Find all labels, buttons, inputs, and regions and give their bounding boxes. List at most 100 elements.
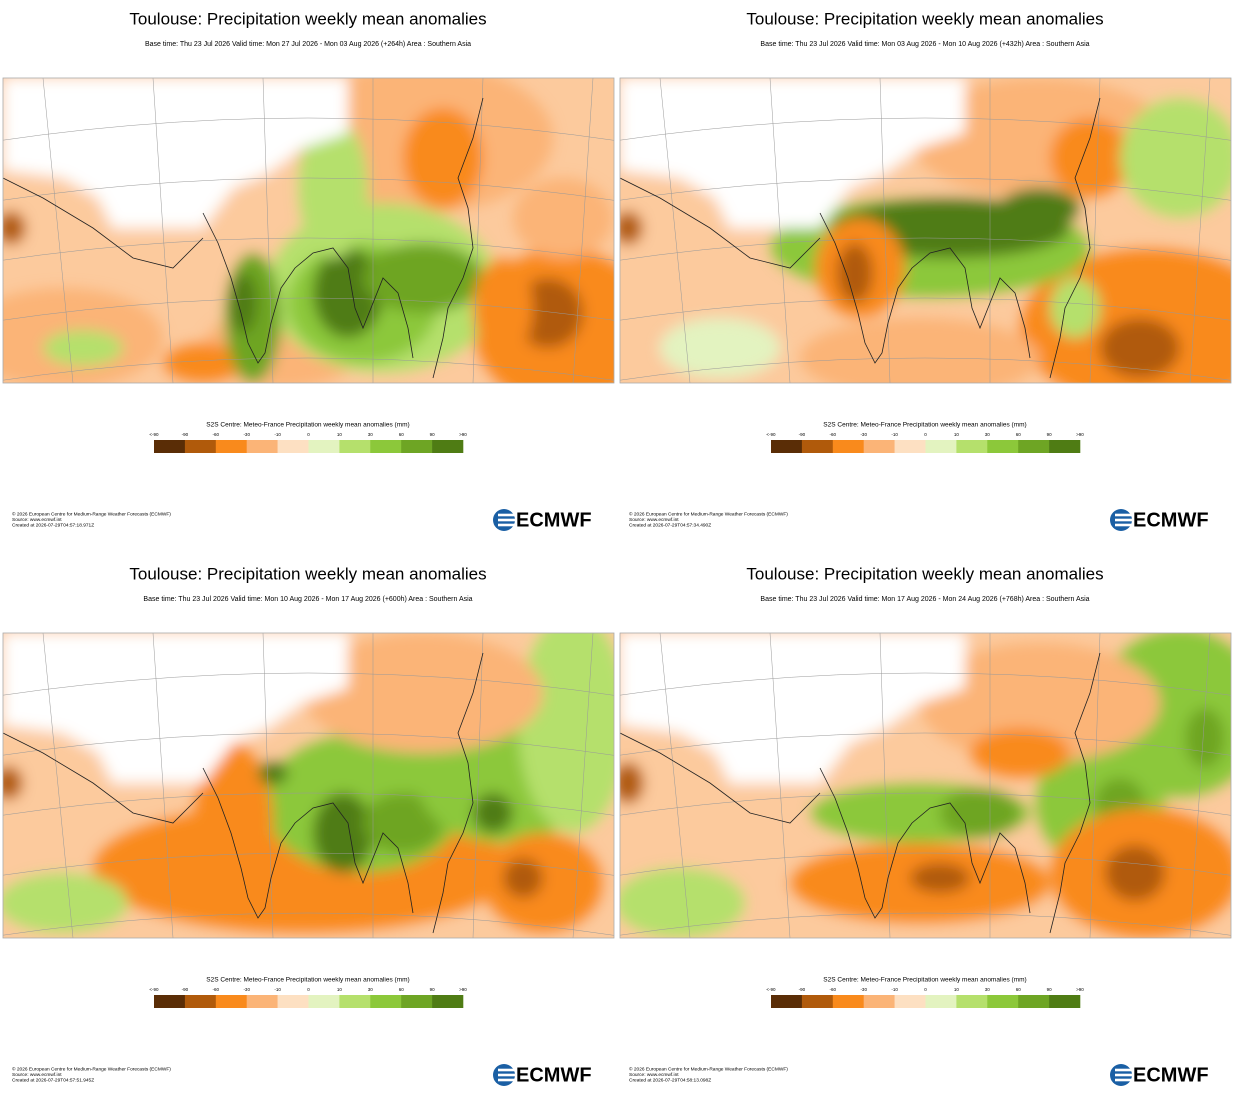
logo-stripe: [1115, 518, 1135, 522]
graticule: [262, 633, 274, 938]
colorbar-label: -10: [891, 987, 898, 992]
graticule: [42, 78, 74, 383]
map: [3, 78, 614, 383]
colorbar-label: 0: [307, 987, 310, 992]
no-data-area: [3, 633, 348, 783]
coastline: [620, 177, 821, 269]
logo: ECMWF: [1110, 1064, 1209, 1086]
colorbar-title: S2S Centre: Meteo-France Precipitation w…: [206, 422, 409, 429]
footer-text: Source: www.ecmwf.int: [12, 1072, 62, 1078]
graticule: [769, 78, 791, 383]
graticule: [3, 237, 614, 261]
coastline: [1049, 97, 1101, 379]
anomaly-area: [837, 243, 873, 303]
graticule: [620, 852, 1231, 876]
anomaly-area: [620, 868, 745, 938]
graticule: [152, 633, 174, 938]
graticule: [769, 633, 791, 938]
graticule: [3, 852, 614, 876]
coastline: [202, 767, 414, 919]
graticule: [3, 912, 614, 936]
anomaly-area: [363, 793, 443, 853]
logo-text: ECMWF: [1133, 509, 1209, 531]
colorbar-label: -10: [274, 987, 281, 992]
map-frame: [2, 77, 615, 384]
anomaly-area: [473, 258, 533, 358]
footer-text: Created at 2026-07-29T04:58:13.098Z: [629, 1077, 711, 1083]
colorbar-label: 0: [307, 432, 310, 437]
colorbar-label: -10: [274, 432, 281, 437]
footer-text: © 2026 European Centre for Medium-Range …: [12, 1065, 171, 1072]
anomaly-area: [193, 743, 273, 903]
footer-text: Source: www.ecmwf.int: [629, 517, 679, 523]
graticule: [620, 117, 1231, 141]
colorbar-swatch: [987, 995, 1019, 1008]
colorbar-label: -90: [799, 432, 806, 437]
logo-text: ECMWF: [516, 509, 592, 531]
colorbar-swatch: [1018, 440, 1050, 453]
anomaly-area: [229, 273, 257, 333]
graticule: [620, 237, 1231, 261]
footer-text: Created at 2026-07-29T04:57:18.971Z: [12, 522, 94, 528]
colorbar-swatch: [154, 440, 186, 453]
colorbar-swatch: [401, 995, 433, 1008]
graticule: [620, 357, 1231, 381]
graticule: [3, 732, 614, 756]
panel-title: Toulouse: Precipitation weekly mean anom…: [746, 9, 1103, 28]
coastline: [3, 177, 204, 269]
colorbar-swatch: [246, 440, 278, 453]
logo-stripe: [1115, 513, 1135, 517]
anomaly-area: [620, 212, 642, 244]
colorbar-swatch: [246, 995, 278, 1008]
colorbar-label: 10: [337, 987, 343, 992]
colorbar-swatch: [1049, 440, 1081, 453]
colorbar-label: 30: [368, 432, 374, 437]
logo-stripe: [498, 523, 518, 527]
graticule: [620, 912, 1231, 936]
panel-title: Toulouse: Precipitation weekly mean anom…: [746, 564, 1103, 583]
colorbar-label: -60: [830, 987, 837, 992]
anomaly-area: [1000, 188, 1080, 228]
coastline: [432, 652, 484, 934]
map-frame: [619, 632, 1232, 939]
no-data-area: [620, 78, 965, 228]
logo-stripe: [1115, 1073, 1135, 1077]
anomaly-field: [620, 78, 1231, 383]
panel-title: Toulouse: Precipitation weekly mean anom…: [129, 9, 486, 28]
logo-stripe: [1115, 1078, 1135, 1082]
map-frame: [619, 77, 1232, 384]
anomaly-area: [313, 793, 373, 873]
anomaly-field: [3, 633, 614, 938]
colorbar-swatch: [184, 440, 217, 453]
panel-subtitle: Base time: Thu 23 Jul 2026 Valid time: M…: [760, 596, 1089, 603]
colorbar-label: >90: [459, 432, 467, 437]
colorbar-label: >90: [459, 987, 467, 992]
colorbar-label: <-90: [149, 432, 159, 437]
colorbar-label: 60: [399, 432, 405, 437]
colorbar-label: -30: [860, 432, 867, 437]
panel-subtitle: Base time: Thu 23 Jul 2026 Valid time: M…: [143, 596, 472, 603]
anomaly-area: [473, 793, 513, 833]
anomaly-area: [910, 863, 970, 893]
logo: ECMWF: [1110, 509, 1209, 531]
graticule: [1089, 78, 1101, 383]
map-frame: [2, 632, 615, 939]
coastline: [202, 212, 414, 364]
map: [620, 633, 1231, 938]
anomaly-area: [43, 330, 123, 366]
coastline: [1049, 652, 1101, 934]
anomaly-area: [513, 178, 613, 258]
colorbar-label: -90: [799, 987, 806, 992]
anomaly-area: [163, 343, 243, 383]
colorbar-swatch: [863, 440, 895, 453]
coastline: [432, 97, 484, 379]
colorbar-swatch: [894, 995, 926, 1008]
colorbar-swatch: [308, 995, 340, 1008]
colorbar-swatch: [956, 440, 988, 453]
footer-text: © 2026 European Centre for Medium-Range …: [629, 510, 788, 517]
colorbar-label: 90: [1047, 987, 1053, 992]
colorbar-swatch: [1018, 995, 1050, 1008]
colorbar-label: 60: [1016, 432, 1022, 437]
colorbar-swatch: [432, 440, 464, 453]
